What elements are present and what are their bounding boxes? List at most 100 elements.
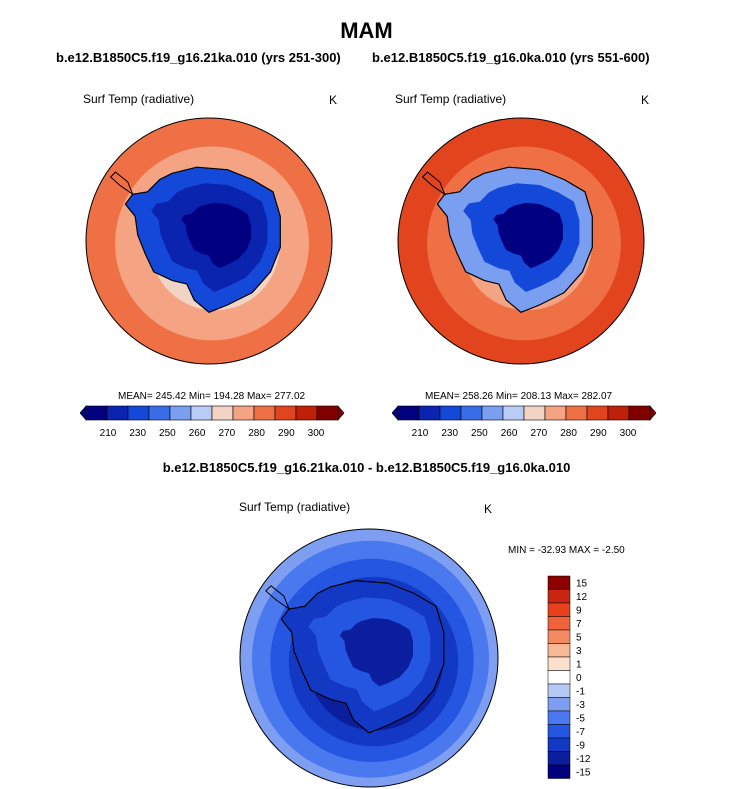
diff-cbar-tick-label: -5	[576, 713, 585, 724]
diff-cbar-tick-label: -9	[576, 740, 585, 751]
diff-map-field	[240, 529, 498, 787]
right-cbar-swatch	[439, 405, 462, 421]
right-map-interior-2	[493, 202, 563, 269]
left-cbar-high-arrow	[337, 405, 344, 421]
right-cbar-swatch	[565, 405, 588, 421]
right-map-peninsula	[421, 171, 446, 196]
right-cbar-swatch	[523, 405, 546, 421]
difference-title: b.e12.B1850C5.f19_g16.21ka.010 - b.e12.B…	[162, 460, 571, 475]
left-cbar-swatch	[232, 405, 255, 421]
left-cbar-tick-label: 250	[159, 428, 176, 439]
diff-cbar-tick-label: 5	[576, 632, 582, 643]
left-map-coastline	[124, 166, 281, 313]
diff-cbar-tick-label: 7	[576, 619, 582, 630]
right-stats: MEAN= 258.26 Min= 208.13 Max= 282.07	[425, 391, 613, 402]
diff-cbar-swatch	[547, 643, 571, 658]
right-cbar-low-arrow	[392, 405, 399, 421]
diff-cbar-tick-label: -3	[576, 700, 585, 711]
right-colorbar: 210 230 250 260 270 280 290 300	[392, 405, 656, 439]
diff-cbar-swatch	[547, 629, 571, 644]
left-cbar-tick-label: 260	[189, 428, 206, 439]
left-cbar-low-arrow	[80, 405, 87, 421]
right-cbar-tick-label: 260	[501, 428, 518, 439]
right-variable-label: Surf Temp (radiative)	[395, 92, 507, 106]
right-cbar-tick-label: 290	[590, 428, 607, 439]
right-cbar-swatch	[544, 405, 567, 421]
left-map-border	[85, 117, 333, 365]
right-cbar-tick-label: 280	[560, 428, 577, 439]
diff-map-interior-2	[339, 618, 413, 687]
diff-cbar-swatch	[547, 710, 571, 725]
left-cbar-tick-label: 300	[308, 428, 325, 439]
left-cbar-swatch	[169, 405, 192, 421]
left-stats: MEAN= 245.42 Min= 194.28 Max= 277.02	[118, 391, 306, 402]
left-cbar-tick-label: 270	[219, 428, 236, 439]
difference-colorbar: 15 12 9 7 5 3 1 0 -1 -3 -5 -7 -9 -12 -15	[547, 575, 591, 779]
right-cbar-tick-label: 270	[531, 428, 548, 439]
diff-cbar-swatch	[547, 589, 571, 604]
diff-map-border	[239, 528, 499, 788]
diff-map-peninsula	[265, 585, 291, 611]
diff-cbar-tick-label: -15	[576, 767, 591, 778]
diff-cbar-swatch	[547, 724, 571, 739]
right-cbar-swatch	[397, 405, 420, 421]
diff-units-label: K	[484, 502, 493, 516]
diff-stats: MIN = -32.93 MAX = -2.50	[508, 545, 625, 556]
left-cbar-swatch	[316, 405, 339, 421]
right-polar-map	[397, 117, 645, 365]
left-cbar-tick-label: 290	[278, 428, 295, 439]
left-map-interior-2	[181, 202, 251, 269]
diff-cbar-swatch	[547, 764, 571, 779]
diff-cbar-swatch	[547, 656, 571, 671]
left-cbar-swatch	[295, 405, 318, 421]
diff-cbar-tick-label: 1	[576, 659, 582, 670]
right-cbar-tick-label: 250	[471, 428, 488, 439]
diff-cbar-swatch	[547, 616, 571, 631]
right-map-field	[398, 118, 644, 364]
right-cbar-swatch	[502, 405, 525, 421]
right-cbar-tick-label: 300	[620, 428, 637, 439]
right-cbar-swatch	[586, 405, 609, 421]
right-panel-title: b.e12.B1850C5.f19_g16.0ka.010 (yrs 551-6…	[372, 50, 650, 65]
diff-cbar-swatch	[547, 575, 571, 590]
difference-polar-map	[239, 528, 499, 788]
diff-cbar-swatch	[547, 737, 571, 752]
diff-cbar-tick-label: 3	[576, 646, 582, 657]
diff-variable-label: Surf Temp (radiative)	[239, 500, 351, 514]
left-cbar-swatch	[106, 405, 129, 421]
diff-cbar-tick-label: 9	[576, 605, 582, 616]
left-cbar-swatch	[274, 405, 297, 421]
diff-cbar-tick-label: 15	[576, 578, 588, 589]
diff-cbar-tick-label: -1	[576, 686, 585, 697]
diff-cbar-tick-label: -7	[576, 727, 585, 738]
right-map-border	[397, 117, 645, 365]
right-cbar-swatch	[607, 405, 630, 421]
left-polar-map	[85, 117, 333, 365]
page-title: MAM	[340, 18, 393, 43]
left-cbar-swatch	[85, 405, 108, 421]
left-cbar-tick-label: 210	[100, 428, 117, 439]
left-cbar-swatch	[211, 405, 234, 421]
diff-map-coastline	[280, 579, 445, 734]
right-cbar-swatch	[628, 405, 651, 421]
diff-cbar-tick-label: 12	[576, 592, 588, 603]
diff-cbar-swatch	[547, 602, 571, 617]
right-cbar-tick-label: 210	[412, 428, 429, 439]
diff-cbar-swatch	[547, 697, 571, 712]
diff-cbar-tick-label: 0	[576, 673, 582, 684]
right-cbar-high-arrow	[649, 405, 656, 421]
left-panel-title: b.e12.B1850C5.f19_g16.21ka.010 (yrs 251-…	[56, 50, 341, 65]
left-units-label: K	[329, 93, 338, 107]
right-map-coastline	[436, 166, 593, 313]
diff-cbar-swatch	[547, 683, 571, 698]
right-cbar-swatch	[418, 405, 441, 421]
left-variable-label: Surf Temp (radiative)	[83, 92, 195, 106]
left-map-field	[86, 118, 332, 364]
diff-cbar-swatch	[547, 751, 571, 766]
right-cbar-tick-label: 230	[441, 428, 458, 439]
left-cbar-tick-label: 280	[248, 428, 265, 439]
left-cbar-swatch	[253, 405, 276, 421]
right-cbar-swatch	[481, 405, 504, 421]
left-colorbar: 210 230 250 260 270 280 290 300	[80, 405, 344, 439]
left-map-peninsula	[109, 171, 134, 196]
